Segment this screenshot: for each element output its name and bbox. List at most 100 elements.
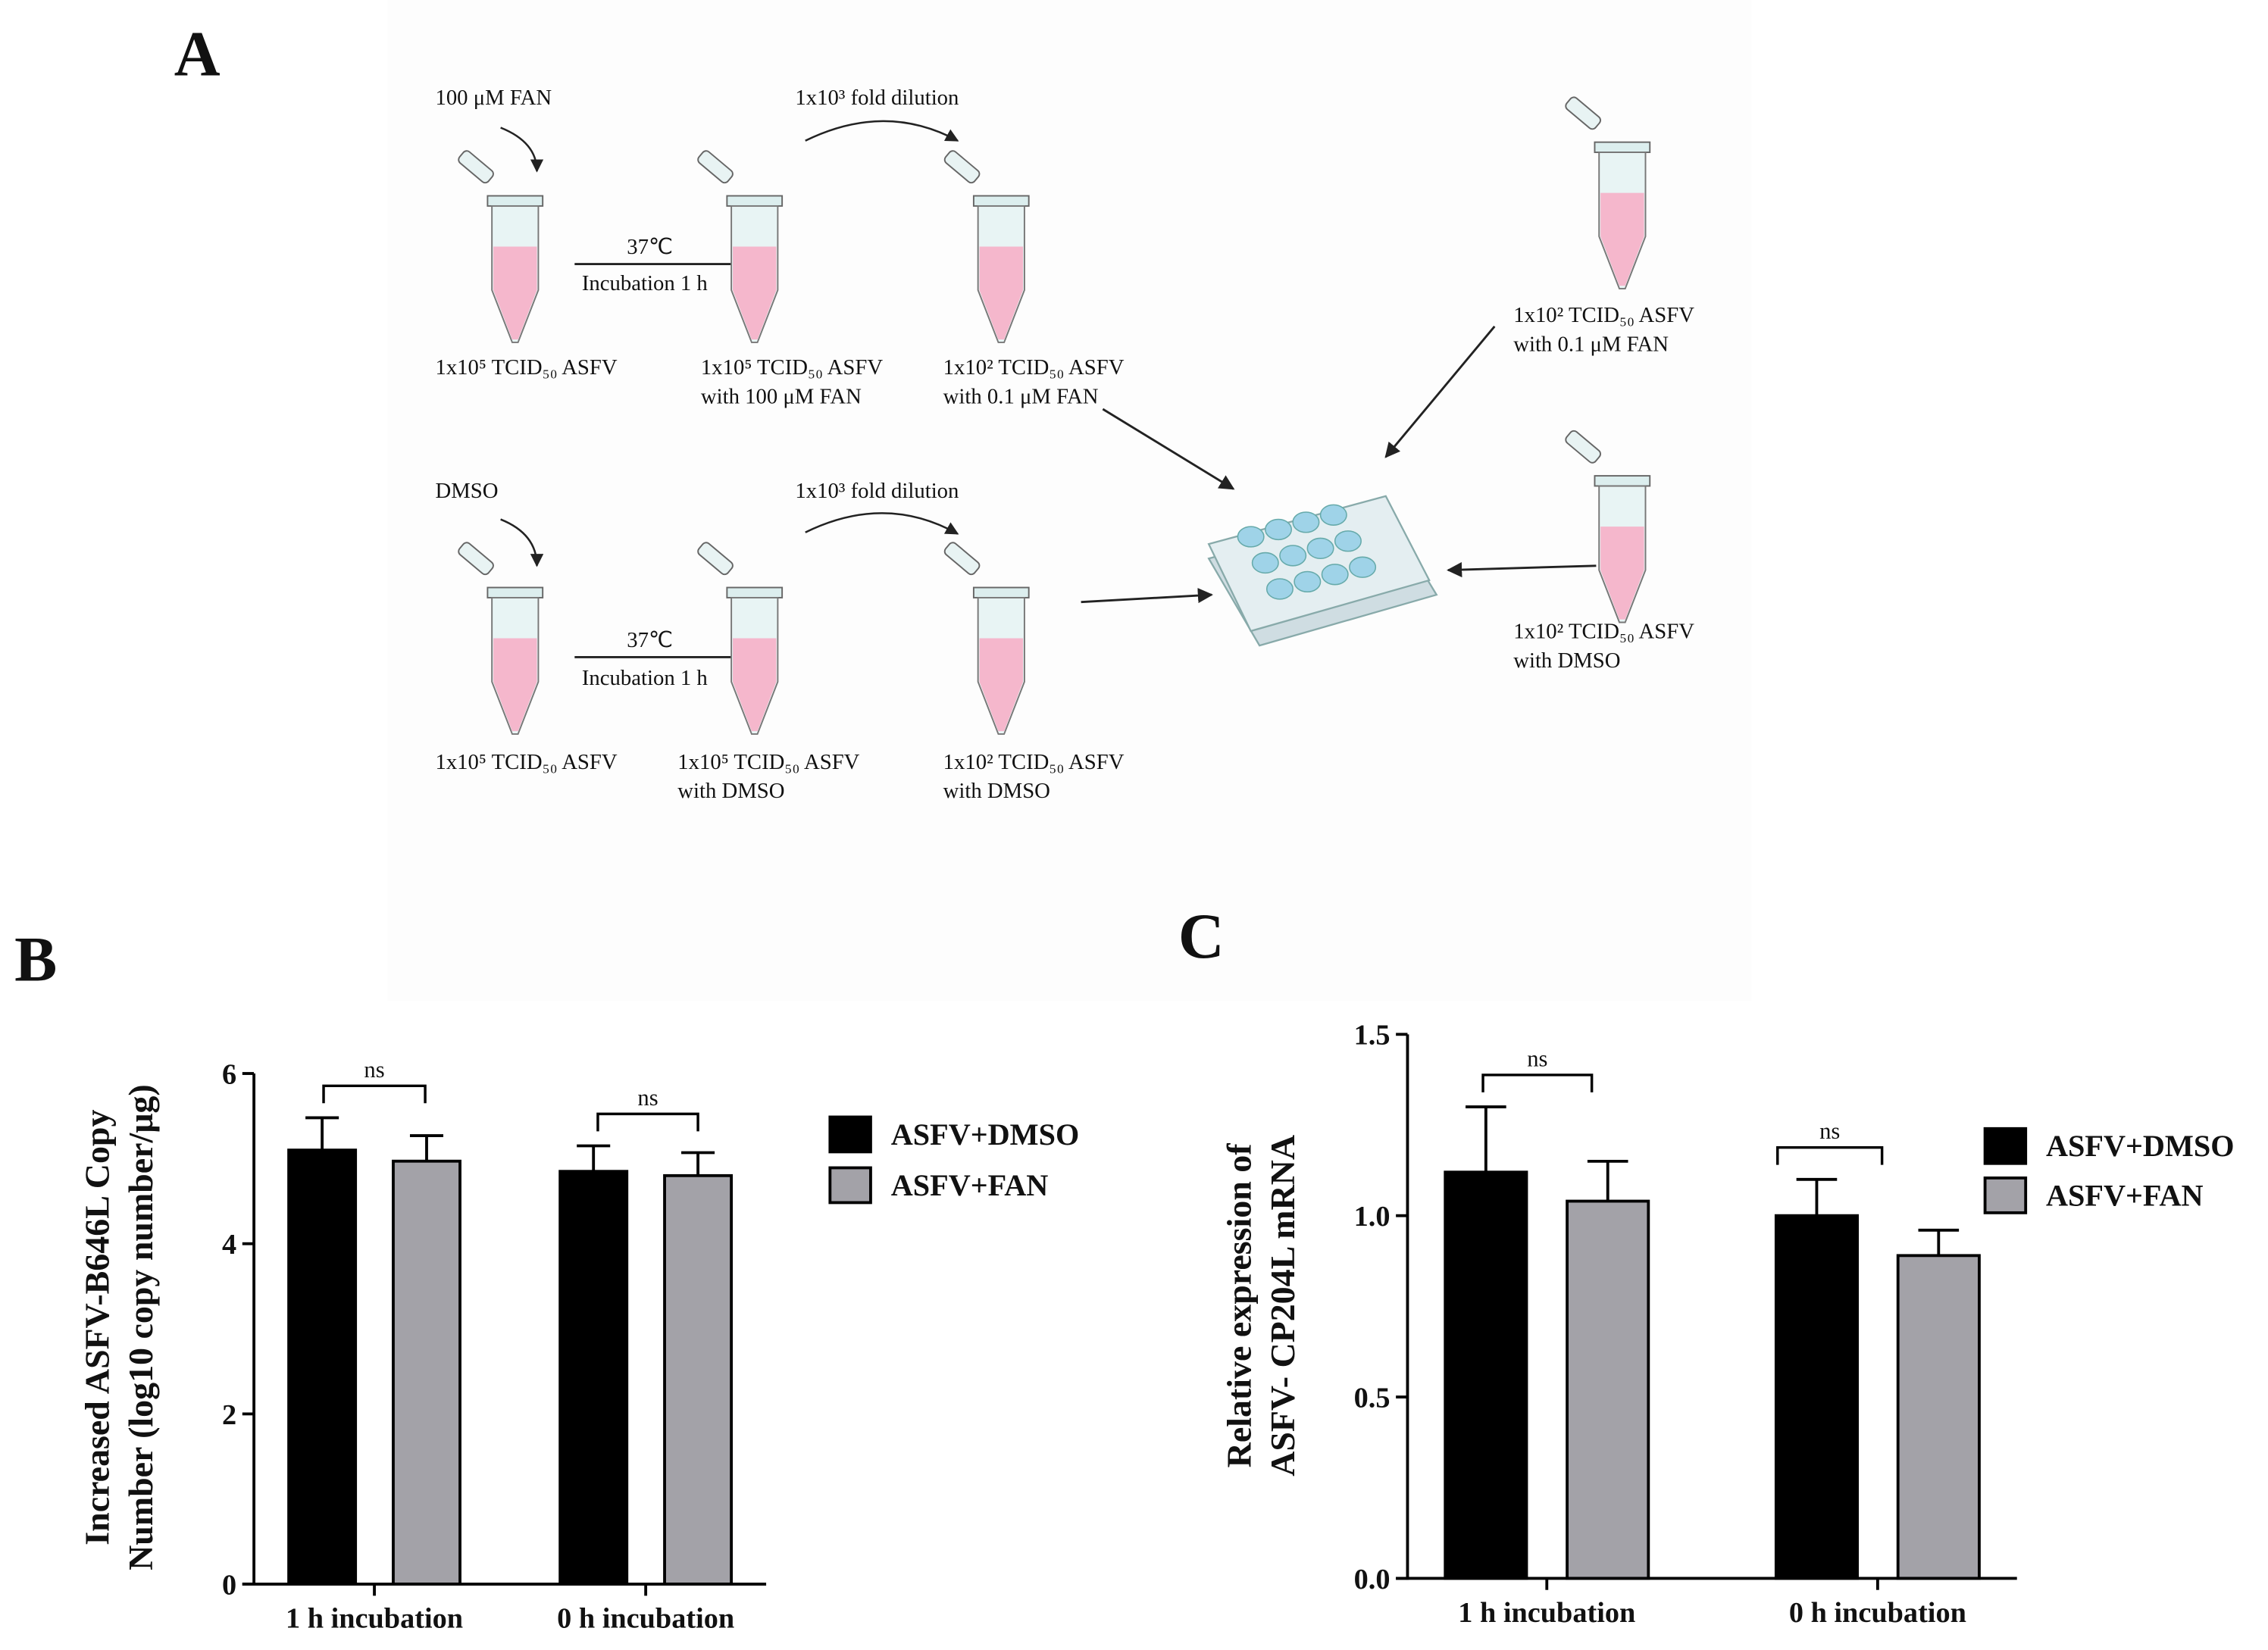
y-tick-label: 6	[222, 1058, 236, 1090]
well	[1319, 504, 1347, 526]
bar	[1896, 1254, 1981, 1580]
well	[1321, 564, 1349, 586]
y-tick-label: 4	[222, 1229, 236, 1261]
diagram-label: 100 μM FAN	[435, 86, 552, 110]
tube-lid	[697, 542, 734, 576]
significance-label: ns	[364, 1057, 384, 1083]
tube-lid	[943, 542, 981, 576]
panel-label: A	[174, 20, 221, 90]
tube-lid	[458, 150, 494, 184]
legend-label: ASFV+DMSO	[2046, 1129, 2235, 1163]
tube	[943, 542, 1030, 735]
y-axis-label: Number (log10 copy number/μg)	[121, 1084, 160, 1570]
tube-cap	[486, 586, 544, 598]
diagram-label: Incubation 1 h	[582, 666, 708, 690]
diagram-label: with 100 μM FAN	[701, 384, 862, 408]
diagram-label: 1x10² TCID₅₀ ASFV	[1513, 303, 1694, 327]
arrow	[1384, 325, 1496, 458]
diagram-background	[387, 0, 1752, 1002]
diagram-label: DMSO	[435, 479, 498, 503]
well	[1306, 537, 1334, 559]
bar	[1566, 1199, 1650, 1580]
x-tick-label: 0 h incubation	[1789, 1597, 1966, 1629]
significance-bracket	[322, 1084, 427, 1104]
arrow	[1102, 408, 1235, 490]
diagram-label: 1x10³ fold dilution	[795, 86, 959, 110]
tube-cap	[1594, 475, 1651, 487]
diagram-label: with DMSO	[677, 779, 784, 803]
significance-label: ns	[1527, 1045, 1547, 1071]
well	[1237, 526, 1265, 548]
diagram-label: 1x10⁵ TCID₅₀ ASFV	[435, 750, 617, 774]
diagram-label: with DMSO	[943, 779, 1050, 803]
legend-swatch	[1983, 1176, 2028, 1214]
tube-liquid	[733, 246, 777, 340]
significance-label: ns	[1819, 1118, 1840, 1144]
tube-lid	[697, 150, 734, 184]
diagram: 100 μM FAN 1x10³ fold dilution 37℃ Incubati…	[435, 86, 1694, 803]
well	[1279, 545, 1307, 567]
y-tick-label: 0.5	[1354, 1382, 1391, 1414]
well-plate	[1207, 495, 1438, 647]
legend-label: ASFV+FAN	[2046, 1178, 2204, 1212]
well	[1265, 578, 1294, 600]
significance-bracket	[596, 1112, 699, 1132]
significance-bracket	[1481, 1073, 1594, 1092]
tube	[458, 150, 544, 343]
diagram-label: with 0.1 μM FAN	[1513, 332, 1669, 356]
tube	[943, 150, 1030, 343]
bar	[1774, 1214, 1859, 1580]
y-tick-label: 0.0	[1354, 1564, 1391, 1595]
significance-bracket	[1776, 1145, 1884, 1165]
well	[1265, 518, 1293, 541]
diagram-label: 1x10³ fold dilution	[795, 479, 959, 503]
tube-cap	[972, 195, 1030, 207]
tube	[458, 542, 544, 735]
y-tick-label: 0	[222, 1569, 236, 1601]
diagram-label: 37℃	[627, 628, 673, 652]
tube	[1565, 96, 1651, 290]
arrow	[805, 512, 959, 535]
bar	[392, 1159, 461, 1586]
well	[1334, 530, 1362, 552]
tube-liquid	[979, 246, 1024, 340]
tube-cap	[486, 195, 544, 207]
panel-label: B	[14, 924, 57, 995]
diagram-label: with DMSO	[1513, 648, 1620, 673]
well	[1292, 511, 1320, 533]
arrow	[1447, 561, 1597, 578]
tube-liquid	[979, 638, 1024, 732]
well	[1251, 552, 1279, 574]
tube-cap	[1594, 141, 1651, 154]
diagram-label: 37℃	[627, 235, 673, 259]
legend-swatch	[828, 1166, 872, 1205]
well	[1349, 556, 1377, 578]
panel-label: C	[1178, 902, 1225, 972]
y-axis-label: Increased ASFV-B646L Copy	[78, 1110, 117, 1545]
tube-cap	[726, 195, 784, 207]
tube	[697, 150, 784, 343]
bar	[287, 1148, 358, 1586]
bar-chart: 0 2 4 6 1 h incubation 0 h incubation Increase…	[78, 1057, 1080, 1635]
x-tick-label: 1 h incubation	[286, 1603, 463, 1635]
y-tick-label: 2	[222, 1399, 236, 1431]
legend-swatch	[1983, 1127, 2028, 1165]
tube	[697, 542, 784, 735]
diagram-label: Incubation 1 h	[582, 271, 708, 295]
legend-label: ASFV+FAN	[891, 1168, 1049, 1202]
arrow	[805, 120, 959, 142]
legend-label: ASFV+DMSO	[891, 1117, 1080, 1152]
legend-swatch	[828, 1115, 872, 1154]
tube-liquid	[1600, 527, 1644, 620]
diagram-label: 1x10⁵ TCID₅₀ ASFV	[701, 355, 883, 380]
diagram-label: 1x10² TCID₅₀ ASFV	[943, 750, 1125, 774]
bar-chart: 0.0 0.5 1.0 1.5 1 h incubation 0 h incubation…	[1220, 1020, 2235, 1629]
diagram-label: 1x10² TCID₅₀ ASFV	[1513, 620, 1694, 644]
arrow	[500, 127, 544, 173]
diagram-label: 1x10⁵ TCID₅₀ ASFV	[435, 355, 617, 380]
arrow	[1081, 588, 1213, 604]
tube-lid	[458, 542, 494, 576]
tube-cap	[726, 586, 784, 598]
x-tick-label: 0 h incubation	[557, 1603, 734, 1635]
